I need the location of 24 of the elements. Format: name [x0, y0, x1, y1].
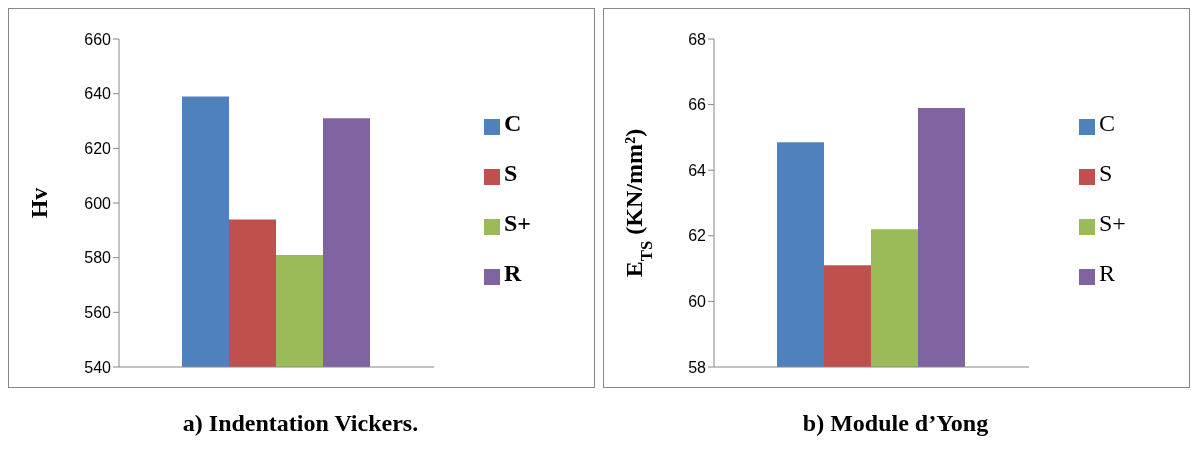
legend-label: S+ [1099, 210, 1126, 236]
y-tick-label: 68 [688, 30, 707, 48]
legend-label: R [1099, 260, 1116, 286]
legend-label: S [1099, 160, 1113, 186]
legend-label: C [1099, 110, 1116, 136]
legend-label: S [504, 160, 518, 186]
text: b) Module d’Yong [801, 410, 990, 437]
legend-label: R [504, 260, 522, 286]
y-tick-label: 640 [84, 85, 112, 103]
y-tick-label: 62 [688, 227, 707, 245]
y-tick-label: 60 [688, 293, 707, 311]
y-tick-label: 660 [84, 30, 112, 48]
y-tick-label: 64 [688, 161, 707, 179]
y-axis-title: Hv [26, 187, 52, 219]
y-tick-label: 58 [688, 358, 707, 376]
y-tick-label: 560 [84, 304, 112, 322]
y-tick-label: 66 [688, 96, 707, 114]
y-tick-label: 600 [84, 194, 112, 212]
legend-label: C [504, 110, 522, 136]
y-tick-label: 620 [84, 140, 112, 158]
y-tick-label: 540 [84, 358, 112, 376]
text: a) Indentation Vickers. [181, 410, 420, 437]
legend-label: S+ [504, 210, 532, 236]
y-tick-label: 580 [84, 249, 112, 267]
